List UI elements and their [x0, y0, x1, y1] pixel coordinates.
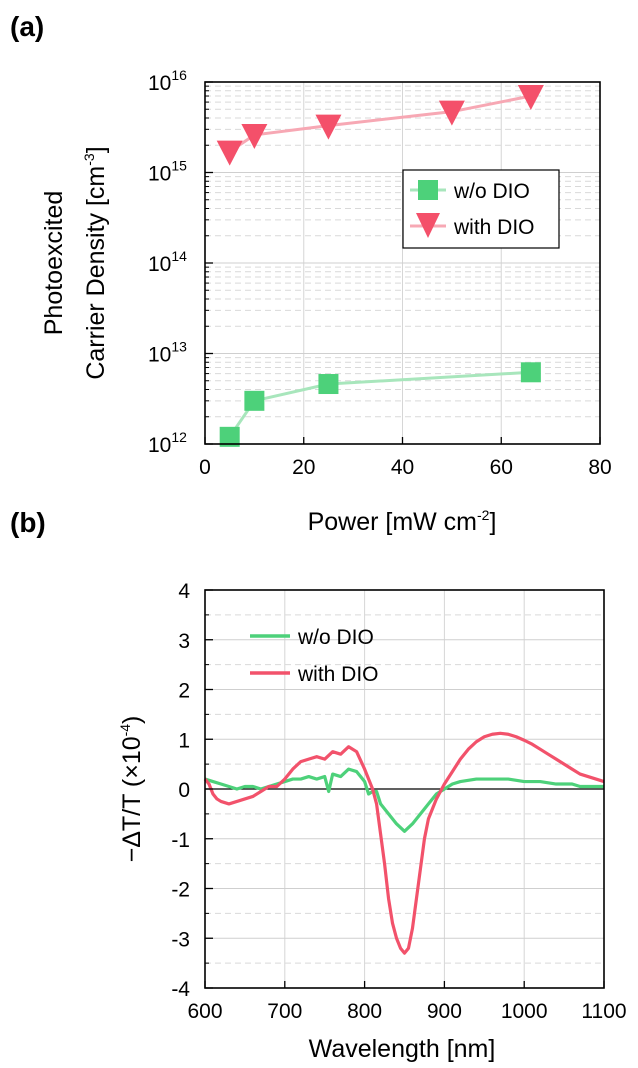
panel-a-point-withdio: [315, 114, 342, 140]
panel-a-point-withdio: [517, 85, 544, 111]
panel-b-series-line-1: [203, 731, 605, 955]
panel-a-grid: [205, 82, 600, 444]
panel-a-series-line-1: [228, 94, 532, 153]
panel-a-legend: w/o DIO with DIO: [402, 169, 560, 249]
panel-a-lines: [228, 94, 532, 438]
panel-a-x-tick-label: 20: [292, 456, 315, 479]
panel-b-x-tick-label: 700: [267, 1000, 302, 1023]
panel-a-point-withdio: [241, 123, 268, 149]
panel-a-point-wodio: [318, 374, 339, 395]
panel-b-y-tick-label: -3: [171, 928, 190, 951]
legend-b-label-withdio: with DIO: [297, 663, 379, 686]
panel-b-y-tick-label: -1: [171, 829, 190, 852]
panel-b-y-axis-title: −ΔT/T (×10-4): [117, 716, 146, 863]
panel-b-y-tick-labels: -4 -3 -2 -1 0 1 2 3 4: [171, 580, 190, 1001]
panel-b-y-tick-label: 0: [178, 779, 190, 802]
panel-b-x-tick-label: 1100: [581, 1000, 626, 1023]
panel-b-y-tick-label: 2: [178, 680, 190, 703]
panel-b-lines: [203, 731, 605, 955]
panel-b-x-axis-title: Wavelength [nm]: [309, 1035, 496, 1063]
panel-a-y-title-line1: Photoexcited: [40, 191, 68, 336]
panel-a-point-wodio: [244, 390, 265, 411]
panel-a-y-tick-label: 1016: [148, 67, 187, 95]
panel-b-series-line-0: [204, 767, 604, 833]
panel-b-label: (b): [10, 507, 46, 538]
panel-b-legend: w/o DIO with DIO: [250, 626, 379, 686]
legend-a-label-wodio: w/o DIO: [453, 180, 530, 203]
panel-a-point-withdio: [216, 140, 243, 166]
panel-b-y-title: −ΔT/T (×10-4): [117, 716, 146, 863]
panel-a-point-wodio: [520, 362, 541, 383]
panel-b-y-tick-label: -2: [171, 879, 190, 902]
panel-a-label: (a): [10, 11, 44, 42]
panel-b-y-tick-label: 3: [178, 630, 190, 653]
panel-b-x-tick-label: 900: [427, 1000, 462, 1023]
panel-a-series-line-0: [228, 370, 531, 438]
panel-b-y-tick-label: -4: [171, 978, 190, 1001]
panel-b-x-tick-label: 800: [347, 1000, 382, 1023]
panel-a-y-tick-label: 1015: [148, 158, 187, 186]
panel-b-y-tick-label: 4: [178, 580, 190, 603]
panel-a-point-wodio: [219, 426, 240, 447]
panel-b-x-tick-label: 600: [187, 1000, 222, 1023]
panel-a-y-tick-label: 1012: [148, 429, 187, 457]
panel-a-y-tick-label: 1013: [148, 339, 187, 367]
legend-a-label-withdio: with DIO: [453, 216, 535, 239]
legend-a-marker-withdio: [416, 213, 440, 238]
panel-a-x-tick-label: 60: [490, 456, 513, 479]
panel-a-point-withdio: [438, 100, 465, 126]
panel-a-y-tick-labels: 1012 1013 1014 1015 1016: [148, 67, 187, 457]
panel-a-x-tick-labels: 0 20 40 60 80: [199, 456, 612, 479]
panel-a-y-tick-label: 1014: [148, 248, 187, 276]
panel-b: (b) 600 700 800 900 1000 1100 -4 -3 -2 -1 0 1 2 3 4 W…: [10, 507, 627, 1063]
legend-a-marker-wodio: [418, 180, 438, 200]
panel-a-x-tick-label: 0: [199, 456, 211, 479]
panel-b-x-tick-labels: 600 700 800 900 1000 1100: [187, 1000, 626, 1023]
panel-b-ticks: [204, 589, 605, 989]
panel-a-x-axis-title: Power [mW cm-2]: [308, 507, 497, 536]
panel-a-x-tick-label: 80: [588, 456, 611, 479]
panel-a-ticks: [204, 81, 601, 445]
legend-b-label-wodio: w/o DIO: [297, 626, 374, 649]
panel-a-y-axis-title: Photoexcited Carrier Density [cm-3]: [40, 146, 110, 379]
panel-b-y-tick-label: 1: [178, 729, 190, 752]
panel-a-marks: [216, 85, 544, 447]
panel-a: (a) 0 20 40 60 80 1012 1013 1014 1015 1016 Power…: [10, 11, 612, 536]
panel-a-x-tick-label: 40: [391, 456, 414, 479]
panel-b-x-tick-label: 1000: [501, 1000, 548, 1023]
panel-a-y-title-line2: Carrier Density [cm-3]: [81, 146, 110, 379]
